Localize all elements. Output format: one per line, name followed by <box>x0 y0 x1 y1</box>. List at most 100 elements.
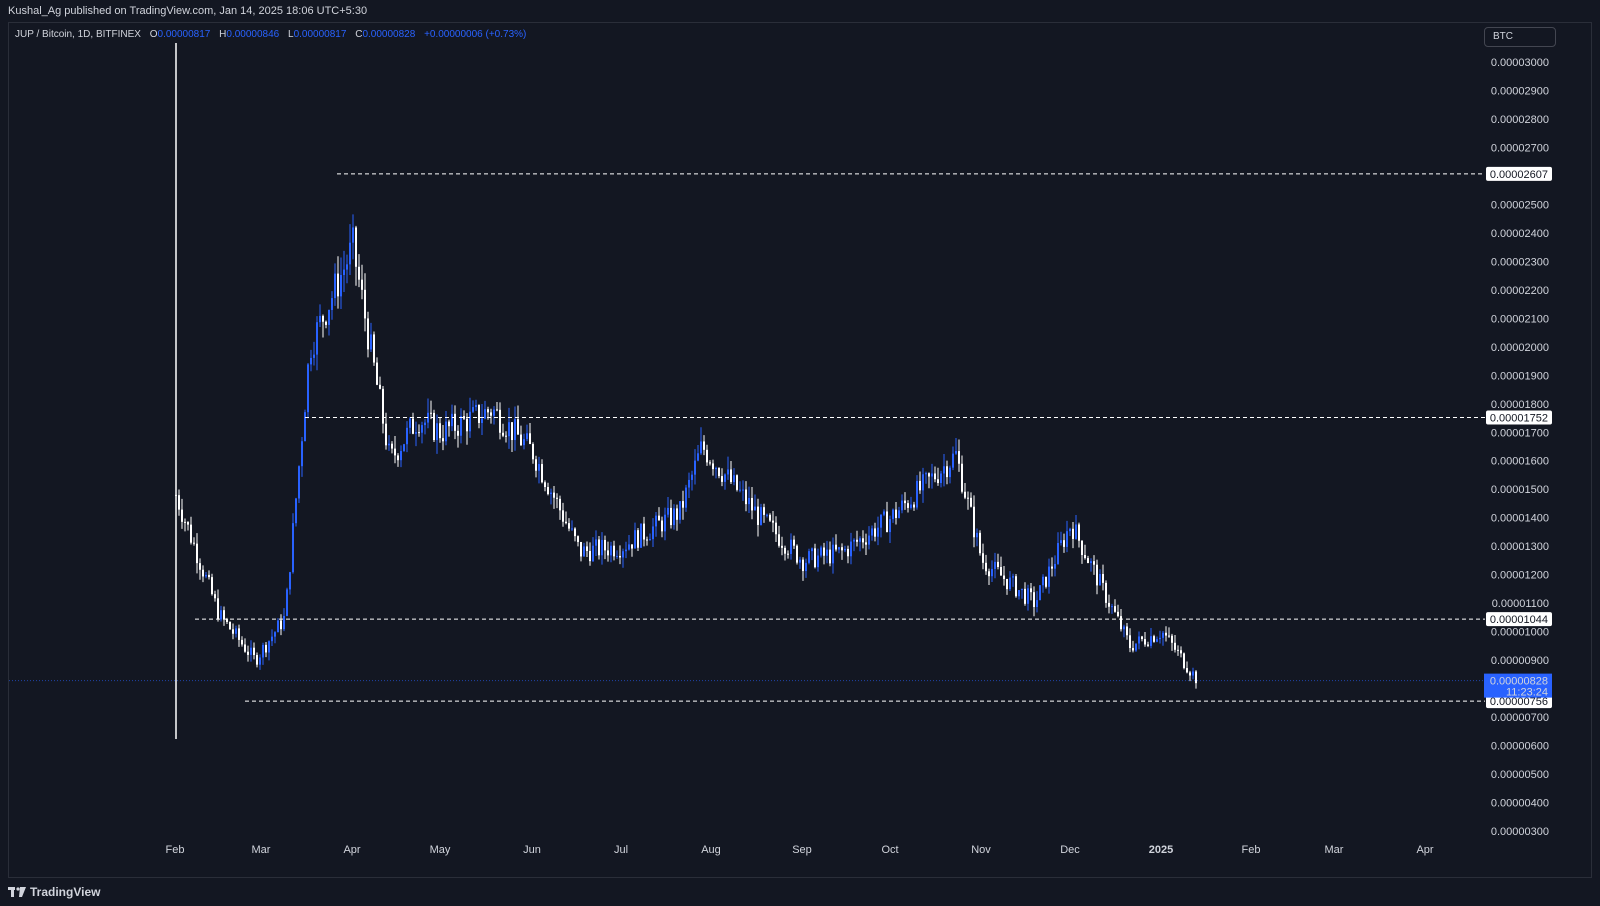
candle-body <box>865 542 867 545</box>
time-axis-label: May <box>430 844 451 856</box>
symbol-title: JUP / Bitcoin, 1D, BITFINEX <box>15 29 141 40</box>
time-axis-label: Apr <box>343 844 360 856</box>
candle-body <box>604 539 606 551</box>
candle-body <box>277 620 279 633</box>
candle-body <box>814 548 816 568</box>
candle-body <box>325 321 327 325</box>
candle-body <box>976 532 978 538</box>
level-price-label: 0.00002607 <box>1490 169 1548 181</box>
candle-body <box>1009 577 1011 590</box>
candle-body <box>922 474 924 491</box>
candle-body <box>430 412 432 414</box>
candle-body <box>178 495 180 510</box>
candle-body <box>253 647 255 656</box>
candle-body <box>874 528 876 537</box>
candle-body <box>184 521 186 523</box>
candle-body <box>445 421 447 442</box>
candle-body <box>955 451 957 454</box>
price-axis-label: 0.00002700 <box>1491 142 1549 154</box>
candle-body <box>679 501 681 520</box>
publisher-text: Kushal_Ag published on TradingView.com, … <box>8 5 368 17</box>
candle-body <box>217 598 219 620</box>
candle-body <box>403 444 405 452</box>
candle-body <box>580 541 582 557</box>
candle-body <box>370 334 372 350</box>
candle-body <box>1189 672 1191 676</box>
price-axis-label: 0.00001200 <box>1491 570 1549 582</box>
price-axis-label: 0.00000300 <box>1491 826 1549 838</box>
candle-body <box>739 489 741 491</box>
candle-body <box>1021 588 1023 591</box>
candle-body <box>1087 558 1089 564</box>
candle-body <box>940 473 942 484</box>
candle-body <box>256 655 258 665</box>
candle-body <box>241 639 243 645</box>
candle-body <box>328 309 330 325</box>
tradingview-logo[interactable]: TradingView <box>8 885 100 899</box>
candle-body <box>844 548 846 551</box>
time-axis-label: 2025 <box>1149 844 1173 856</box>
symbol-legend: JUP / Bitcoin, 1D, BITFINEX O0.00000817 … <box>15 29 526 40</box>
candle-body <box>886 511 888 533</box>
level-price-tag <box>1486 410 1552 425</box>
price-axis-label: 0.00000400 <box>1491 798 1549 810</box>
close-value: 0.00000828 <box>362 29 416 40</box>
candle-body <box>664 514 666 532</box>
candle-body <box>1180 650 1182 654</box>
time-axis-label: Jul <box>614 844 628 856</box>
candle-body <box>823 547 825 556</box>
candle-body <box>535 459 537 471</box>
candle-body <box>901 500 903 511</box>
price-axis-label: 0.00002400 <box>1491 228 1549 240</box>
candle-body <box>610 545 612 556</box>
candle-body <box>907 503 909 508</box>
candle-body <box>979 532 981 554</box>
candle-body <box>472 407 474 412</box>
candle-body <box>724 474 726 482</box>
candle-body <box>778 534 780 546</box>
price-chart[interactable]: 0.00003000 0.00002900 0.00002800 0.00002700… <box>9 23 1592 878</box>
candle-body <box>703 441 705 450</box>
candle-body <box>478 404 480 423</box>
candle-body <box>1165 632 1167 636</box>
candle-body <box>1141 636 1143 640</box>
candle-body <box>1159 637 1161 640</box>
low-value: 0.00000817 <box>293 29 347 40</box>
candle-body <box>1069 528 1071 532</box>
candle-body <box>307 364 309 413</box>
candle-body <box>856 539 858 542</box>
candle-body <box>802 559 804 572</box>
candle-body <box>205 574 207 577</box>
candle-body <box>1033 592 1035 608</box>
candle-body <box>1138 636 1140 644</box>
candle-body <box>286 589 288 616</box>
candle-body <box>343 269 345 275</box>
price-axis-label: 0.00001300 <box>1491 541 1549 553</box>
candle-body <box>1183 653 1185 669</box>
candle-body <box>829 549 831 564</box>
candle-body <box>808 551 810 563</box>
candle-body <box>988 571 990 577</box>
candle-body <box>967 497 969 499</box>
high-key: H <box>219 29 227 40</box>
candle-body <box>1054 563 1056 569</box>
chart-pane[interactable]: 0.00003000 0.00002900 0.00002800 0.00002700… <box>8 22 1592 878</box>
candle-body <box>1042 576 1044 586</box>
candle-body <box>736 475 738 490</box>
candle-body <box>781 545 783 548</box>
candle-body <box>1018 590 1020 597</box>
candle-body <box>586 546 588 551</box>
candle-body <box>787 553 789 555</box>
candle-body <box>340 274 342 297</box>
candle-body <box>361 279 363 290</box>
footer-bar: TradingView <box>0 878 1600 906</box>
candle-body <box>457 430 459 436</box>
candle-body <box>388 443 390 446</box>
candle-body <box>196 543 198 564</box>
currency-button[interactable]: BTC <box>1484 27 1556 47</box>
candle-body <box>766 514 768 516</box>
candle-body <box>532 443 534 460</box>
candle-body <box>295 498 297 524</box>
candle-body <box>538 464 540 471</box>
candle-body <box>715 468 717 470</box>
